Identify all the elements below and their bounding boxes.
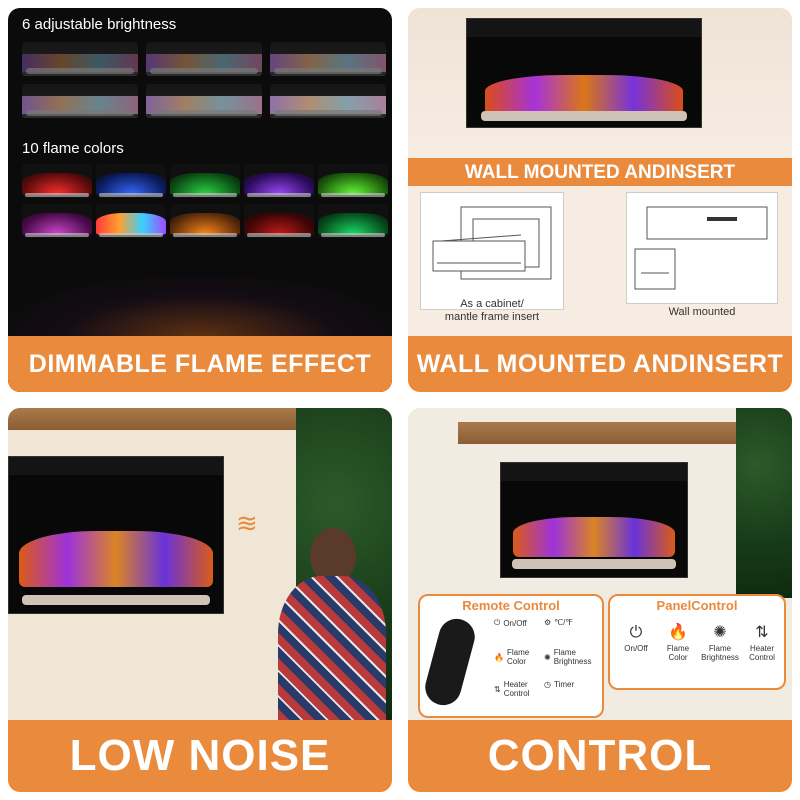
panel-item-flame-color: 🔥 Flame Color — [658, 622, 698, 662]
panel-control-card: PanelControl ⏻ On/Off 🔥 Flame Color ✺ Fl… — [608, 594, 786, 690]
remote-item-heater: ⇅ Heater Control — [494, 680, 530, 698]
brightness-thumb-1 — [22, 42, 138, 76]
panel-item-heater: ⇅ Heater Control — [742, 622, 782, 662]
flame-glow — [8, 278, 392, 338]
brightness-label: 6 adjustable brightness — [22, 16, 177, 33]
flame-color-thumb-emerald — [318, 204, 388, 238]
wall-caption: Wall mounted — [668, 306, 736, 318]
power-icon: ⏻ — [494, 618, 501, 627]
low-noise-banner: LOW NOISE — [8, 720, 392, 792]
low-noise-panel: ≋ LOW NOISE — [8, 408, 392, 792]
flame-color-thumb-dark-red — [244, 204, 314, 238]
dimmable-flame-panel: 6 adjustable brightness 10 flame colors … — [8, 8, 392, 392]
flame-color-thumb-purple — [244, 164, 314, 198]
flame-color-thumb-blue — [96, 164, 166, 198]
control-panel: Remote Control ⏻ On/Off ⚙ ℃/℉ 🔥 Flame Color… — [408, 408, 792, 792]
power-icon: ⏻ — [629, 624, 643, 641]
fireplace-unit — [8, 456, 224, 614]
celsius-fahrenheit-icon: ⚙ — [544, 618, 552, 627]
insert-caption-2: mantle frame insert — [444, 311, 540, 323]
brightness-thumb-6 — [270, 84, 386, 118]
flame-color-thumb-multi — [96, 204, 166, 238]
brightness-thumb-3 — [270, 42, 386, 76]
flame-display — [513, 517, 675, 557]
remote-item-onoff: ⏻ On/Off — [494, 618, 527, 628]
flame-display — [19, 531, 213, 587]
christmas-tree — [736, 408, 792, 598]
fireplace-unit — [500, 462, 688, 578]
flame-color-thumb-green — [170, 164, 240, 198]
remote-control-card: Remote Control ⏻ On/Off ⚙ ℃/℉ 🔥 Flame Color… — [418, 594, 604, 718]
brightness-thumb-4 — [22, 84, 138, 118]
timer-icon: ◷ — [544, 680, 551, 689]
mantel-shelf — [8, 408, 302, 430]
remote-item-temp: ⚙ ℃/℉ — [544, 618, 573, 627]
insert-caption-1: As a cabinet/ — [460, 298, 524, 310]
panel-control-title: PanelControl — [656, 598, 738, 613]
wall-diagram — [626, 192, 778, 304]
wall-top-label: WALL MOUNTED ANDINSERT — [464, 162, 736, 183]
flame-color-thumb-red — [22, 164, 92, 198]
remote-device — [421, 614, 479, 710]
control-banner: CONTROL — [408, 720, 792, 792]
flame-color-thumb-orange — [170, 204, 240, 238]
panel-item-flame-brightness: ✺ Flame Brightness — [701, 624, 739, 662]
heater-control-icon: ⇅ — [494, 684, 501, 694]
remote-item-flame-brightness: ✺ Flame Brightness — [544, 648, 592, 666]
brightness-thumb-2 — [146, 42, 262, 76]
flame-color-icon: 🔥 — [668, 624, 688, 641]
wall-banner: WALL MOUNTED ANDINSERT — [408, 336, 792, 392]
remote-item-flame-color: 🔥 Flame Color — [494, 648, 530, 666]
flame-colors-label: 10 flame colors — [22, 140, 124, 157]
dimmable-banner: DIMMABLE FLAME EFFECT — [8, 336, 392, 392]
flame-color-thumb-lime — [318, 164, 388, 198]
wall-mount-panel: WALL MOUNTED ANDINSERT As a cabinet/ man… — [408, 8, 792, 392]
brightness-thumb-5 — [146, 84, 262, 118]
flame-display — [485, 75, 683, 115]
wall-label-band — [408, 158, 792, 186]
remote-control-title: Remote Control — [462, 598, 560, 613]
woman-with-blanket — [268, 528, 388, 720]
flame-brightness-icon: ✺ — [713, 624, 727, 641]
heater-control-icon: ⇅ — [755, 624, 769, 641]
flame-color-icon: 🔥 — [494, 652, 504, 662]
fireplace-unit — [466, 18, 702, 128]
insert-diagram — [420, 192, 564, 310]
panel-item-onoff: ⏻ On/Off — [616, 622, 656, 653]
mantel-shelf — [458, 422, 742, 444]
flame-brightness-icon: ✺ — [544, 652, 551, 662]
heat-wave-icon: ≋ — [236, 508, 258, 538]
remote-item-timer: ◷ Timer — [544, 680, 575, 689]
flame-color-thumb-violet — [22, 204, 92, 238]
